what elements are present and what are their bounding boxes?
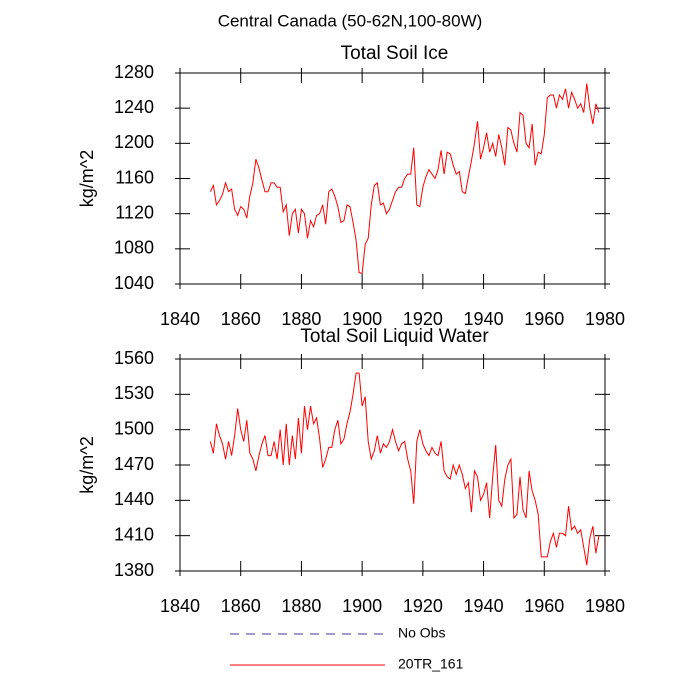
x-tick-label: 1860 [221,309,261,329]
y-tick-label: 1560 [114,348,154,368]
x-tick-label: 1880 [281,309,321,329]
x-tick-label: 1900 [342,309,382,329]
x-tick-label: 1860 [221,596,261,616]
y-tick-label: 1040 [114,273,154,293]
legend-label: 20TR_161 [398,656,464,672]
y-tick-label: 1380 [114,560,154,580]
x-tick-label: 1960 [524,309,564,329]
x-tick-label: 1840 [160,596,200,616]
panel-title: Total Soil Ice [341,43,449,64]
figure-title: Central Canada (50-62N,100-80W) [218,11,483,30]
panel-title: Total Soil Liquid Water [300,326,489,347]
x-tick-label: 1920 [403,596,443,616]
y-tick-label: 1500 [114,418,154,438]
y-tick-label: 1080 [114,238,154,258]
x-tick-label: 1940 [464,309,504,329]
y-tick-label: 1200 [114,132,154,152]
x-tick-label: 1900 [342,596,382,616]
y-tick-label: 1410 [114,524,154,544]
plot-frame [179,72,606,285]
y-tick-label: 1240 [114,97,154,117]
x-tick-label: 1840 [160,309,200,329]
x-tick-label: 1940 [464,596,504,616]
y-tick-label: 1470 [114,454,154,474]
x-tick-label: 1980 [585,596,625,616]
y-tick-label: 1440 [114,489,154,509]
y-tick-label: 1530 [114,383,154,403]
legend-label: No Obs [398,625,445,641]
x-tick-label: 1960 [524,596,564,616]
data-line [209,372,600,566]
y-tick-label: 1120 [115,202,154,222]
data-line [209,83,600,275]
y-tick-label: 1280 [114,62,154,82]
plot-frame [179,358,606,572]
x-tick-label: 1980 [585,309,625,329]
y-axis-label: kg/m^2 [77,436,97,493]
x-tick-label: 1920 [403,309,443,329]
y-tick-label: 1160 [115,167,154,187]
y-axis-label: kg/m^2 [77,150,97,207]
x-tick-label: 1880 [281,596,321,616]
